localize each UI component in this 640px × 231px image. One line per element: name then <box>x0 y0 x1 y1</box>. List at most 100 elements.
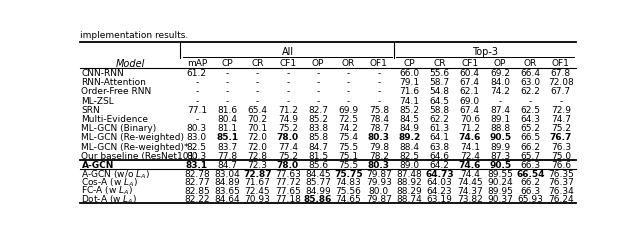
Text: 75.5: 75.5 <box>339 160 358 169</box>
Text: -: - <box>377 69 380 78</box>
Text: 66.4: 66.4 <box>520 69 541 78</box>
Text: 77.1: 77.1 <box>187 105 207 114</box>
Text: 74.1: 74.1 <box>399 96 419 105</box>
Text: 90.37: 90.37 <box>487 194 513 203</box>
Text: -: - <box>377 96 380 105</box>
Text: 72.45: 72.45 <box>244 186 270 195</box>
Text: -: - <box>286 78 289 87</box>
Text: 79.93: 79.93 <box>366 177 392 186</box>
Text: 63.19: 63.19 <box>427 194 452 203</box>
Text: 64.2: 64.2 <box>429 160 449 169</box>
Text: 71.2: 71.2 <box>460 124 480 133</box>
Text: 65.93: 65.93 <box>518 194 543 203</box>
Text: 66.2: 66.2 <box>520 177 541 186</box>
Text: CR: CR <box>252 59 264 68</box>
Text: 74.1: 74.1 <box>460 142 480 151</box>
Text: 79.87: 79.87 <box>366 169 392 178</box>
Text: -: - <box>225 69 229 78</box>
Text: -: - <box>225 87 229 96</box>
Text: -: - <box>347 69 350 78</box>
Text: 74.37: 74.37 <box>457 186 483 195</box>
Text: 75.4: 75.4 <box>339 133 358 142</box>
Text: OR: OR <box>342 59 355 68</box>
Text: 62.2: 62.2 <box>520 87 540 96</box>
Text: -: - <box>317 87 320 96</box>
Text: implementation results.: implementation results. <box>80 31 188 40</box>
Text: 84.45: 84.45 <box>305 169 331 178</box>
Text: 72.3: 72.3 <box>248 160 268 169</box>
Text: 70.1: 70.1 <box>248 124 268 133</box>
Text: 58.7: 58.7 <box>429 78 449 87</box>
Text: 76.3: 76.3 <box>551 142 571 151</box>
Text: 89.2: 89.2 <box>398 133 420 142</box>
Text: 90.24: 90.24 <box>487 177 513 186</box>
Text: 83.0: 83.0 <box>187 133 207 142</box>
Text: All: All <box>282 47 294 57</box>
Text: 78.7: 78.7 <box>369 124 389 133</box>
Text: 67.8: 67.8 <box>551 69 571 78</box>
Text: 85.1: 85.1 <box>216 133 238 142</box>
Text: Cos-A (w $L_A$): Cos-A (w $L_A$) <box>81 176 138 188</box>
Text: 81.1: 81.1 <box>217 124 237 133</box>
Text: 72.8: 72.8 <box>248 151 268 160</box>
Text: 83.65: 83.65 <box>214 186 240 195</box>
Text: 74.7: 74.7 <box>551 115 571 124</box>
Text: 64.5: 64.5 <box>429 96 449 105</box>
Text: 77.63: 77.63 <box>275 169 301 178</box>
Text: 82.5: 82.5 <box>187 142 207 151</box>
Text: 88.8: 88.8 <box>490 124 510 133</box>
Text: 66.2: 66.2 <box>520 142 541 151</box>
Text: 76.6: 76.6 <box>551 160 571 169</box>
Text: FC-A (w $L_A$): FC-A (w $L_A$) <box>81 184 133 197</box>
Text: OR: OR <box>524 59 537 68</box>
Text: 64.6: 64.6 <box>429 151 449 160</box>
Text: -: - <box>256 78 259 87</box>
Text: 88.4: 88.4 <box>399 142 419 151</box>
Text: 72.9: 72.9 <box>551 105 571 114</box>
Text: 76.7: 76.7 <box>550 133 572 142</box>
Text: 82.22: 82.22 <box>184 194 209 203</box>
Text: 66.5: 66.5 <box>520 133 541 142</box>
Text: 75.8: 75.8 <box>369 105 389 114</box>
Text: 64.23: 64.23 <box>427 186 452 195</box>
Text: 64.3: 64.3 <box>520 115 541 124</box>
Text: Multi-Evidence: Multi-Evidence <box>81 115 148 124</box>
Text: -: - <box>256 87 259 96</box>
Text: 66.3: 66.3 <box>520 186 541 195</box>
Text: Top-3: Top-3 <box>472 47 498 57</box>
Text: 76.24: 76.24 <box>548 194 573 203</box>
Text: 84.89: 84.89 <box>214 177 240 186</box>
Text: -: - <box>347 78 350 87</box>
Text: 80.0: 80.0 <box>369 186 389 195</box>
Text: -: - <box>347 96 350 105</box>
Text: -: - <box>195 78 198 87</box>
Text: 75.0: 75.0 <box>551 151 571 160</box>
Text: 85.2: 85.2 <box>308 115 328 124</box>
Text: 64.03: 64.03 <box>427 177 452 186</box>
Text: 83.1: 83.1 <box>186 160 208 169</box>
Text: 84.5: 84.5 <box>399 115 419 124</box>
Text: 89.95: 89.95 <box>487 186 513 195</box>
Text: -: - <box>195 87 198 96</box>
Text: 72.0: 72.0 <box>248 133 268 142</box>
Text: OF1: OF1 <box>370 59 388 68</box>
Text: 60.4: 60.4 <box>460 69 480 78</box>
Text: -: - <box>286 69 289 78</box>
Text: 88.29: 88.29 <box>396 186 422 195</box>
Text: CP: CP <box>221 59 233 68</box>
Text: 78.2: 78.2 <box>369 151 389 160</box>
Text: 75.1: 75.1 <box>339 151 358 160</box>
Text: OP: OP <box>494 59 506 68</box>
Text: 75.2: 75.2 <box>551 124 571 133</box>
Text: -: - <box>225 96 229 105</box>
Text: OP: OP <box>312 59 324 68</box>
Text: 77.72: 77.72 <box>275 177 301 186</box>
Text: 63.8: 63.8 <box>429 142 449 151</box>
Text: 66.0: 66.0 <box>399 69 419 78</box>
Text: -: - <box>256 96 259 105</box>
Text: 61.3: 61.3 <box>429 124 449 133</box>
Text: 89.9: 89.9 <box>490 142 510 151</box>
Text: 79.1: 79.1 <box>399 78 419 87</box>
Text: 89.55: 89.55 <box>487 169 513 178</box>
Text: 72.87: 72.87 <box>243 169 272 178</box>
